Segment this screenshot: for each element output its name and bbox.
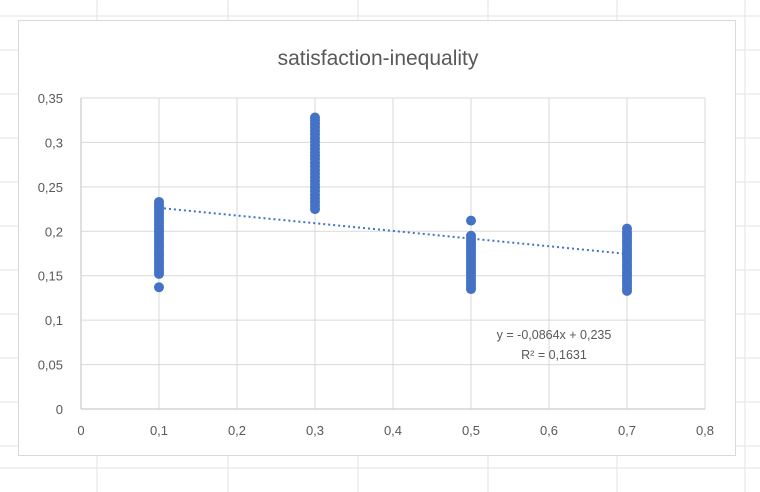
data-point bbox=[154, 282, 164, 293]
trendline-equation: y = -0,0864x + 0,235 bbox=[497, 328, 612, 342]
x-tick-label: 0,8 bbox=[696, 423, 714, 438]
y-tick-label: 0,1 bbox=[45, 313, 63, 328]
x-tick-label: 0,5 bbox=[462, 423, 480, 438]
axis-tick-labels: 0 0,1 0,2 0,3 0,4 0,5 0,6 0,7 0,8 0 0,05 0,1 0,15 0,2… bbox=[38, 91, 714, 438]
scatter-chart: 0 0,1 0,2 0,3 0,4 0,5 0,6 0,7 0,8 0 0,05 0,1 0,15 0,2… bbox=[38, 47, 714, 438]
data-points bbox=[154, 112, 632, 296]
x-tick-label: 0,1 bbox=[150, 423, 168, 438]
y-tick-label: 0,05 bbox=[38, 358, 63, 373]
x-tick-label: 0,2 bbox=[228, 423, 246, 438]
y-tick-label: 0,3 bbox=[45, 135, 63, 150]
y-tick-label: 0,25 bbox=[38, 180, 63, 195]
y-tick-label: 0 bbox=[56, 402, 63, 417]
chart-area[interactable]: 0 0,1 0,2 0,3 0,4 0,5 0,6 0,7 0,8 0 0,05 0,1 0,15 0,2… bbox=[18, 20, 736, 456]
y-tick-label: 0,2 bbox=[45, 224, 63, 239]
data-point bbox=[310, 112, 320, 123]
data-point bbox=[466, 215, 476, 226]
data-point bbox=[154, 196, 164, 207]
x-tick-label: 0,7 bbox=[618, 423, 636, 438]
data-point bbox=[622, 223, 632, 234]
trendline bbox=[158, 206, 628, 255]
chart-title: satisfaction-inequality bbox=[278, 47, 479, 70]
x-tick-label: 0,6 bbox=[540, 423, 558, 438]
x-tick-label: 0,3 bbox=[306, 423, 324, 438]
trendline-r-squared: R² = 0,1631 bbox=[521, 348, 587, 362]
gridlines bbox=[80, 97, 706, 410]
x-tick-label: 0 bbox=[77, 423, 84, 438]
y-tick-label: 0,15 bbox=[38, 269, 63, 284]
x-tick-label: 0,4 bbox=[384, 423, 402, 438]
trendline-layer bbox=[158, 206, 628, 255]
y-tick-label: 0,35 bbox=[38, 91, 63, 106]
